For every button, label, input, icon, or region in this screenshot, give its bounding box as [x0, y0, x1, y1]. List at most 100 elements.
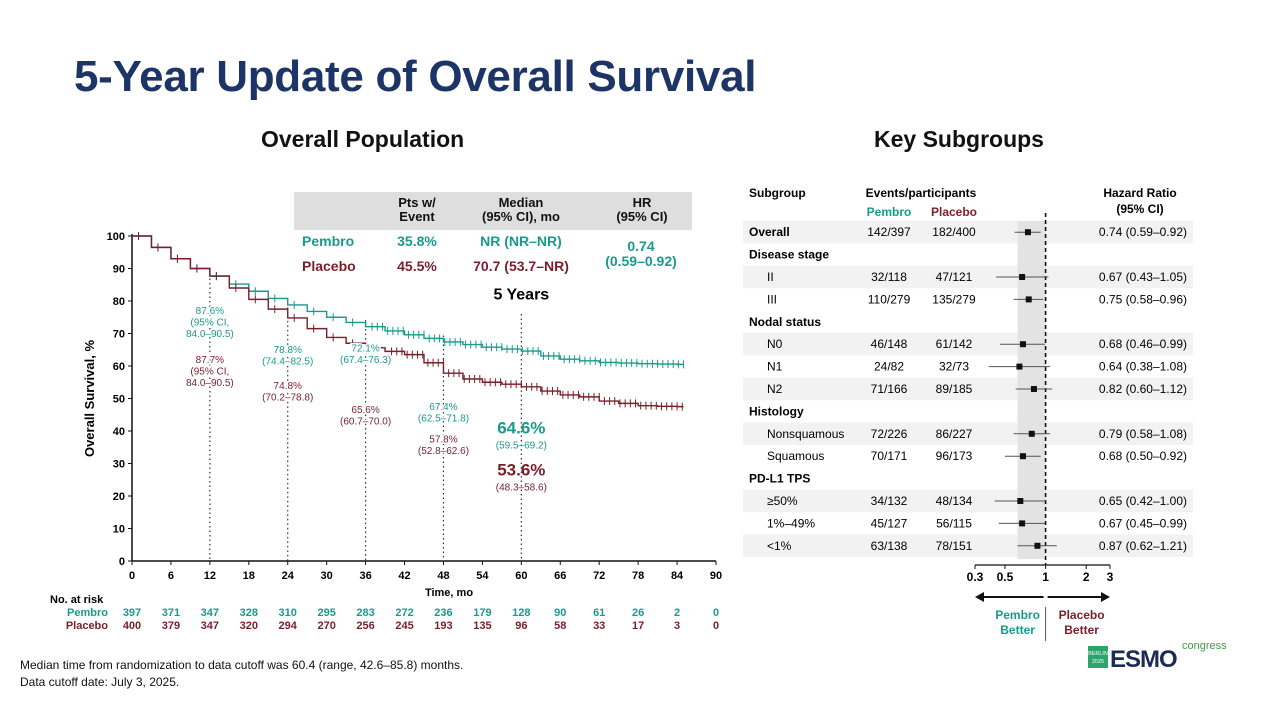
x-tick-label: 18 — [243, 570, 255, 582]
at-risk-pembro-count: 61 — [593, 607, 605, 619]
x-tick-label: 84 — [671, 570, 684, 582]
forest-point — [1017, 498, 1024, 504]
logo-brand: ESMO — [1110, 646, 1177, 672]
at-risk-label: No. at risk — [50, 594, 104, 606]
forest-col-placebo: Placebo — [931, 205, 977, 219]
forest-row-label: <1% — [767, 539, 792, 553]
x-tick-label: 66 — [554, 570, 566, 582]
at-risk-pembro-count: 236 — [434, 607, 452, 619]
at-risk-placebo-count: 320 — [240, 620, 258, 632]
favors-left-arrowhead — [975, 592, 984, 602]
forest-row-pembro: 63/138 — [871, 539, 908, 553]
forest-x-tick-label: 0.3 — [967, 570, 984, 584]
footnote: Median time from randomization to data c… — [20, 657, 463, 691]
x-tick-label: 60 — [515, 570, 527, 582]
forest-row-placebo: 89/185 — [936, 382, 973, 396]
at-risk-pembro-count: 328 — [240, 607, 258, 619]
footnote-line: Data cutoff date: July 3, 2025. — [20, 675, 180, 689]
forest-row-label: Nonsquamous — [767, 427, 844, 441]
at-risk-placebo-count: 270 — [317, 620, 335, 632]
x-tick-label: 24 — [282, 570, 295, 582]
at-risk-pembro-count: 295 — [317, 607, 335, 619]
forest-point — [1030, 386, 1037, 392]
at-risk-pembro-count: 179 — [473, 607, 491, 619]
forest-col-hr: (95% CI) — [1116, 202, 1163, 216]
forest-row-pembro: 70/171 — [871, 449, 908, 463]
at-risk-pembro-count: 347 — [201, 607, 219, 619]
y-tick-label: 80 — [113, 296, 125, 308]
y-tick-label: 0 — [119, 556, 125, 568]
landmark-pembro-ci: (59.5–69.2) — [496, 440, 547, 451]
landmark-placebo-label: (70.2–78.8) — [262, 392, 313, 403]
x-tick-label: 78 — [632, 570, 644, 582]
forest-row-placebo: 96/173 — [936, 449, 973, 463]
forest-row-hr: 0.87 (0.62–1.21) — [1099, 539, 1187, 553]
km-survival-chart: Pts w/Event Median(95% CI), mo HR(95% CI) P… — [50, 192, 722, 632]
summary-header: HR — [633, 195, 652, 210]
favors-right-label: Better — [1064, 623, 1099, 637]
y-tick-label: 50 — [113, 394, 125, 406]
five-year-annotation: 5 Years — [493, 287, 549, 304]
at-risk-placebo-count: 96 — [515, 620, 527, 632]
summary-header: (95% CI) — [616, 209, 667, 224]
forest-point — [1025, 296, 1032, 303]
landmark-pembro-label: 78.8% — [274, 345, 302, 356]
forest-row-label: N1 — [767, 360, 783, 374]
forest-row-hr: 0.68 (0.46–0.99) — [1099, 337, 1187, 351]
summary-arm-label: Placebo — [302, 258, 356, 274]
summary-header: Median — [499, 195, 544, 210]
forest-point — [1019, 453, 1026, 460]
at-risk-pembro-label: Pembro — [67, 607, 108, 619]
landmark-pembro-label: 72.1% — [351, 343, 379, 354]
forest-x-tick-label: 0.5 — [997, 570, 1014, 584]
forest-row-pembro: 110/279 — [868, 292, 911, 306]
logo-badge — [1088, 646, 1108, 668]
x-tick-label: 30 — [321, 570, 333, 582]
forest-group-header: PD-L1 TPS — [749, 472, 810, 486]
landmark-pembro-label: (74.4–82.5) — [262, 357, 313, 368]
x-tick-label: 42 — [398, 570, 410, 582]
forest-row-pembro: 71/166 — [871, 382, 908, 396]
summary-median: NR (NR–NR) — [480, 233, 562, 249]
at-risk-pembro-count: 310 — [279, 607, 297, 619]
landmark-pembro-label: 64.6% — [497, 418, 545, 437]
landmark-placebo-ci: (48.3–58.6) — [496, 483, 547, 494]
forest-row-placebo: 32/73 — [939, 360, 969, 374]
y-tick-label: 40 — [113, 426, 125, 438]
forest-row-placebo: 86/227 — [936, 427, 973, 441]
x-tick-label: 6 — [168, 570, 174, 582]
summary-arm-label: Pembro — [302, 233, 354, 249]
forest-row-pembro: 45/127 — [871, 516, 908, 530]
forest-point — [1019, 520, 1026, 527]
overall-population-title: Overall Population — [261, 126, 465, 152]
survival-curve-pembro — [132, 235, 684, 366]
forest-row-shade — [743, 534, 1193, 557]
at-risk-pembro-count: 2 — [674, 607, 680, 619]
forest-row-placebo: 56/115 — [936, 516, 972, 530]
forest-row-hr: 0.67 (0.45–0.99) — [1099, 516, 1187, 530]
forest-col-pembro: Pembro — [867, 205, 912, 219]
forest-row-label: III — [767, 292, 777, 306]
summary-hr-ci: (0.59–0.92) — [605, 253, 677, 269]
summary-header: (95% CI), mo — [482, 209, 560, 224]
forest-row-hr: 0.74 (0.59–0.92) — [1099, 225, 1187, 239]
forest-row-label: N0 — [767, 337, 783, 351]
at-risk-placebo-count: 135 — [473, 620, 491, 632]
forest-plot: Subgroup Events/participants Pembro Placebo… — [743, 186, 1193, 641]
y-tick-label: 70 — [113, 329, 125, 341]
at-risk-pembro-count: 26 — [632, 607, 644, 619]
landmark-pembro-label: 87.6% — [196, 306, 224, 317]
forest-row-shade — [743, 221, 1193, 244]
forest-row-pembro: 34/132 — [871, 494, 908, 508]
at-risk-placebo-count: 379 — [162, 620, 180, 632]
landmark-placebo-label: 53.6% — [497, 461, 545, 480]
at-risk-placebo-count: 245 — [395, 620, 413, 632]
summary-event-pct: 45.5% — [397, 258, 437, 274]
at-risk-pembro-count: 0 — [713, 607, 719, 619]
landmark-placebo-label: 57.8% — [429, 434, 457, 445]
forest-row-hr: 0.65 (0.42–1.00) — [1099, 494, 1187, 508]
forest-x-tick-label: 3 — [1107, 570, 1114, 584]
landmark-pembro-label: 67.4% — [429, 402, 457, 413]
forest-row-placebo: 78/151 — [936, 539, 973, 553]
at-risk-placebo-count: 58 — [554, 620, 566, 632]
